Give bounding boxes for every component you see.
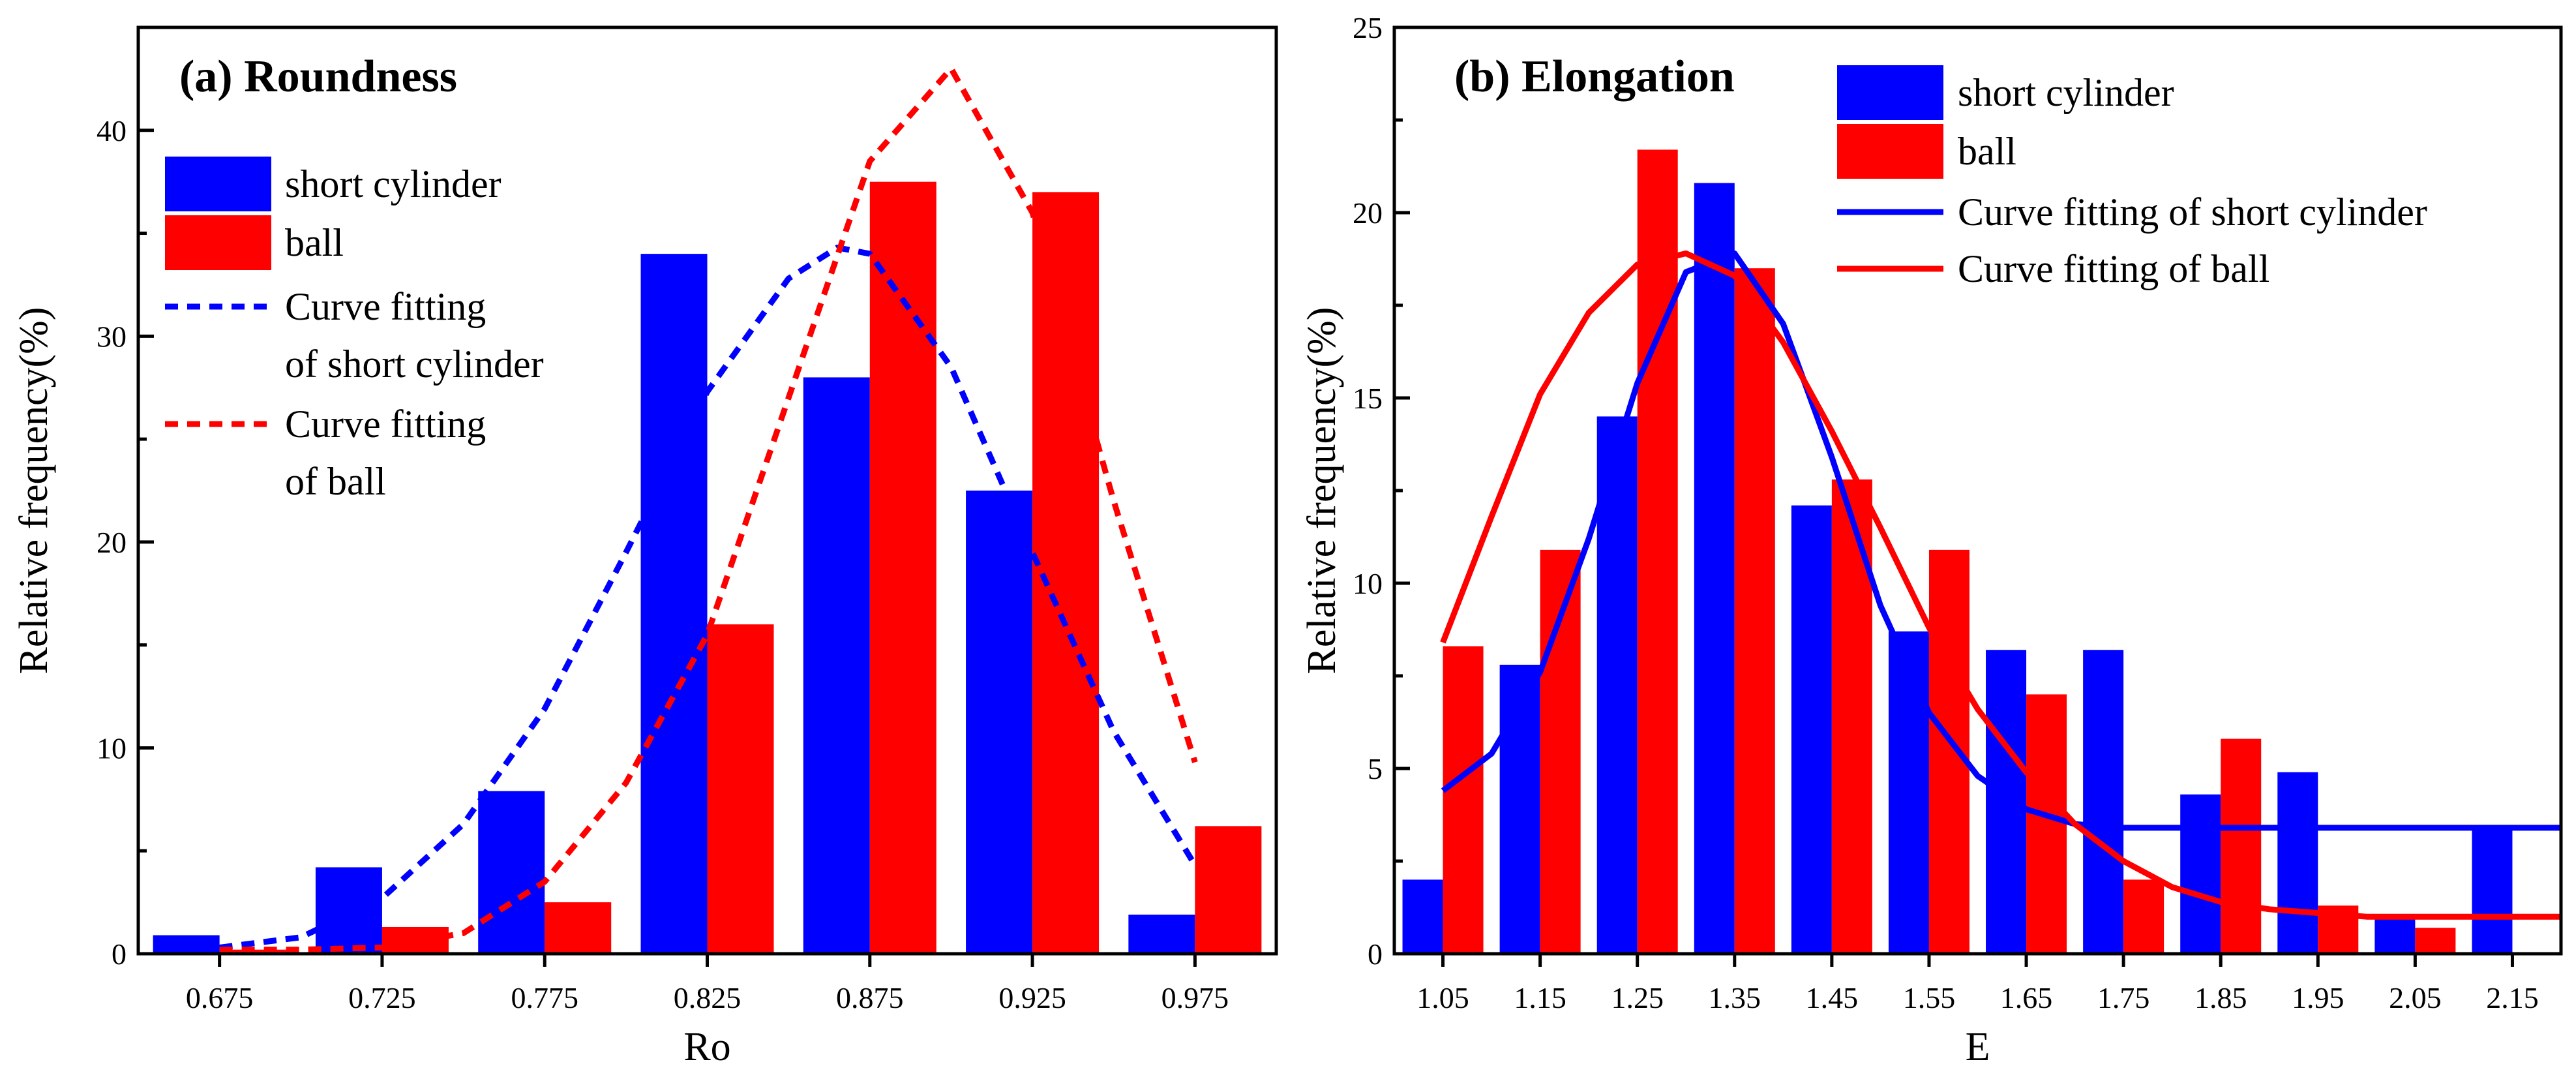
bar-ball-1.65 — [2026, 694, 2067, 954]
legend-label: Curve fitting — [285, 403, 486, 446]
y-tick-label: 30 — [97, 320, 127, 353]
bar-ball-0.825 — [707, 624, 774, 954]
x-tick-label: 0.775 — [511, 981, 578, 1014]
x-tick-label: 0.675 — [186, 981, 254, 1014]
plot-area — [153, 65, 1262, 954]
x-tick-label: 0.825 — [674, 981, 741, 1014]
bar-short-cylinder-1.75 — [2083, 650, 2124, 954]
bar-short-cylinder-0.725 — [315, 867, 382, 954]
y-axis-title: Relative frequency(%) — [1300, 307, 1344, 675]
bar-ball-1.75 — [2123, 879, 2164, 954]
x-tick-label: 0.925 — [998, 981, 1066, 1014]
bar-short-cylinder-0.925 — [966, 491, 1033, 954]
curve-Curve-fitting-of-ball — [219, 65, 1198, 953]
y-tick-label: 0 — [1368, 937, 1383, 971]
x-tick-label: 1.55 — [1903, 981, 1956, 1014]
legend-label: short cylinder — [285, 162, 502, 205]
bar-ball-1.45 — [1831, 479, 1872, 954]
bar-short-cylinder-1.05 — [1402, 879, 1443, 954]
legend-swatch-short-cylinder — [165, 157, 271, 211]
legend: short cylinder ball Curve fitting of short … — [165, 157, 544, 503]
legend-label: of short cylinder — [285, 342, 544, 386]
legend-label: Curve fitting of short cylinder — [1958, 190, 2427, 234]
bar-ball-0.925 — [1032, 192, 1100, 954]
y-tick-label: 10 — [1353, 567, 1383, 600]
legend-label: ball — [1958, 130, 2016, 173]
bar-ball-1.55 — [1928, 549, 1969, 954]
curve-Curve-fitting-of-ball — [1440, 251, 2561, 920]
x-tick-label: 1.15 — [1514, 981, 1566, 1014]
bar-short-cylinder-0.975 — [1128, 915, 1195, 954]
y-tick-label: 0 — [112, 937, 127, 971]
bar-ball-2.05 — [2415, 928, 2456, 954]
legend-label: short cylinder — [1958, 71, 2174, 114]
x-tick-label: 1.05 — [1416, 981, 1469, 1014]
curve-Curve-fitting-of-short-cylinder — [1441, 251, 2561, 831]
legend-label: Curve fitting — [285, 285, 486, 328]
x-axis-title: E — [1966, 1025, 1990, 1069]
bar-ball-0.875 — [869, 181, 936, 954]
y-tick-label: 20 — [1353, 196, 1383, 230]
y-tick-label: 10 — [97, 731, 127, 765]
bar-ball-1.85 — [2221, 738, 2262, 954]
bar-ball-1.05 — [1443, 646, 1484, 954]
x-tick-label: 1.45 — [1806, 981, 1859, 1014]
bar-short-cylinder-1.95 — [2277, 772, 2318, 954]
bar-short-cylinder-1.35 — [1694, 183, 1735, 954]
bar-ball-1.25 — [1637, 149, 1678, 954]
bar-short-cylinder-1.15 — [1499, 664, 1540, 954]
bar-ball-0.775 — [545, 902, 612, 954]
bar-short-cylinder-0.775 — [478, 791, 545, 954]
panel-elongation: 0 5 10 15 20 25 1.05 1.15 1.25 1.35 1.45 1.55 1.65 1.… — [1300, 11, 2563, 1069]
y-tick-label: 25 — [1353, 11, 1383, 44]
plot-area — [1402, 149, 2561, 954]
x-tick-label: 2.15 — [2486, 981, 2539, 1014]
y-tick-label: 15 — [1353, 382, 1383, 415]
x-tick-label: 1.35 — [1709, 981, 1761, 1014]
bar-ball-1.35 — [1734, 268, 1775, 954]
y-tick-label: 40 — [97, 114, 127, 147]
legend-label: of ball — [285, 460, 386, 503]
x-tick-label: 1.95 — [2292, 981, 2344, 1014]
x-tick-label: 2.05 — [2389, 981, 2442, 1014]
bar-short-cylinder-0.825 — [640, 254, 708, 954]
bar-short-cylinder-0.675 — [153, 935, 220, 954]
x-axis-title: Ro — [683, 1025, 730, 1069]
bar-short-cylinder-1.45 — [1791, 505, 1832, 954]
bar-short-cylinder-2.15 — [2472, 827, 2513, 954]
y-tick-label: 5 — [1368, 752, 1383, 785]
legend-label: Curve fitting of ball — [1958, 247, 2269, 290]
x-tick-label: 0.975 — [1161, 981, 1229, 1014]
panel-title: (a) Roundness — [179, 52, 457, 102]
legend-swatch-short-cylinder — [1837, 65, 1943, 120]
legend-swatch-ball — [165, 215, 271, 270]
x-tick-label: 1.85 — [2194, 981, 2247, 1014]
bar-ball-0.975 — [1195, 826, 1262, 954]
legend-label: ball — [285, 221, 344, 264]
bar-short-cylinder-1.55 — [1888, 631, 1929, 954]
x-tick-label: 0.875 — [836, 981, 904, 1014]
bar-ball-0.725 — [382, 926, 449, 954]
x-tick-label: 1.75 — [2097, 981, 2150, 1014]
x-tick-label: 1.25 — [1611, 981, 1664, 1014]
x-tick-label: 1.65 — [2000, 981, 2053, 1014]
bar-short-cylinder-2.05 — [2374, 917, 2416, 954]
panel-title: (b) Elongation — [1454, 52, 1735, 102]
y-tick-label: 20 — [97, 526, 127, 559]
y-axis-title: Relative frequency(%) — [12, 307, 56, 675]
x-tick-label: 0.725 — [348, 981, 416, 1014]
bar-short-cylinder-1.25 — [1596, 416, 1638, 954]
bar-short-cylinder-1.85 — [2180, 794, 2221, 954]
panel-roundness: 0 10 20 30 40 0.675 0.725 0.775 0.825 0.875 0.925 0… — [12, 25, 1278, 1069]
legend: short cylinder ball Curve fitting of short… — [1837, 65, 2427, 290]
legend-swatch-ball — [1837, 124, 1943, 179]
bar-short-cylinder-0.875 — [803, 377, 870, 954]
curve-Curve-fitting-of-short-cylinder — [219, 245, 1198, 950]
